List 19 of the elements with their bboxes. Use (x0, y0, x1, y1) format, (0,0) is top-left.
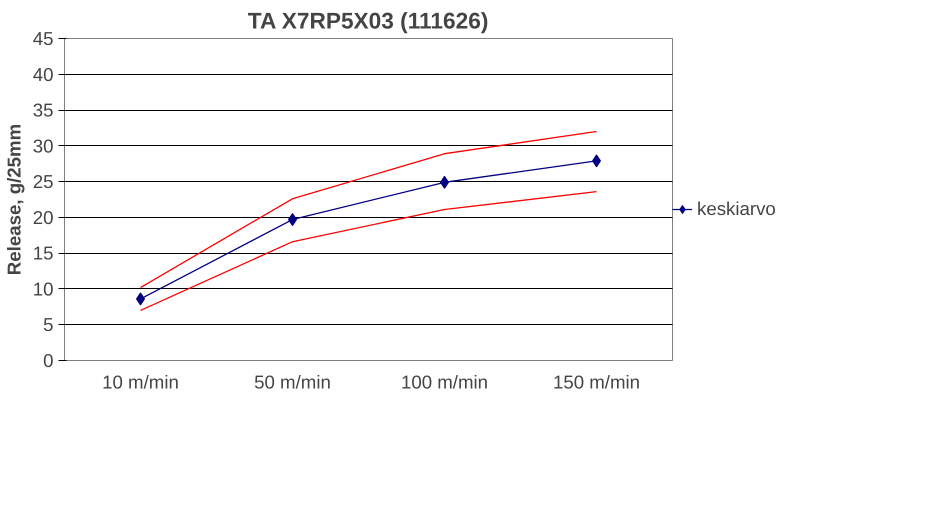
x-tick-label: 100 m/min (400, 372, 488, 392)
y-tick-label: 40 (32, 64, 54, 85)
y-tick-label: 5 (43, 314, 54, 336)
x-tick-label: 10 m/min (102, 372, 179, 392)
y-tick-label: 35 (32, 100, 54, 121)
y-tick-label: 30 (32, 135, 54, 156)
y-tick-label: 15 (32, 242, 54, 264)
y-axis-title: Release, g/25mm (4, 124, 25, 276)
line-series (140, 190, 598, 312)
legend-label: keskiarvo (697, 198, 776, 220)
chart-title: TA X7RP5X03 (111626) (248, 8, 488, 34)
y-tick-label: 20 (32, 206, 54, 228)
line-series (140, 130, 598, 288)
y-tick-label: 25 (32, 171, 54, 192)
y-tick-label: 0 (43, 350, 54, 371)
y-tick-label: 45 (32, 28, 54, 49)
y-tick-label: 10 (32, 278, 54, 300)
x-tick-label: 50 m/min (254, 372, 331, 392)
x-tick-label: 150 m/min (552, 372, 640, 392)
